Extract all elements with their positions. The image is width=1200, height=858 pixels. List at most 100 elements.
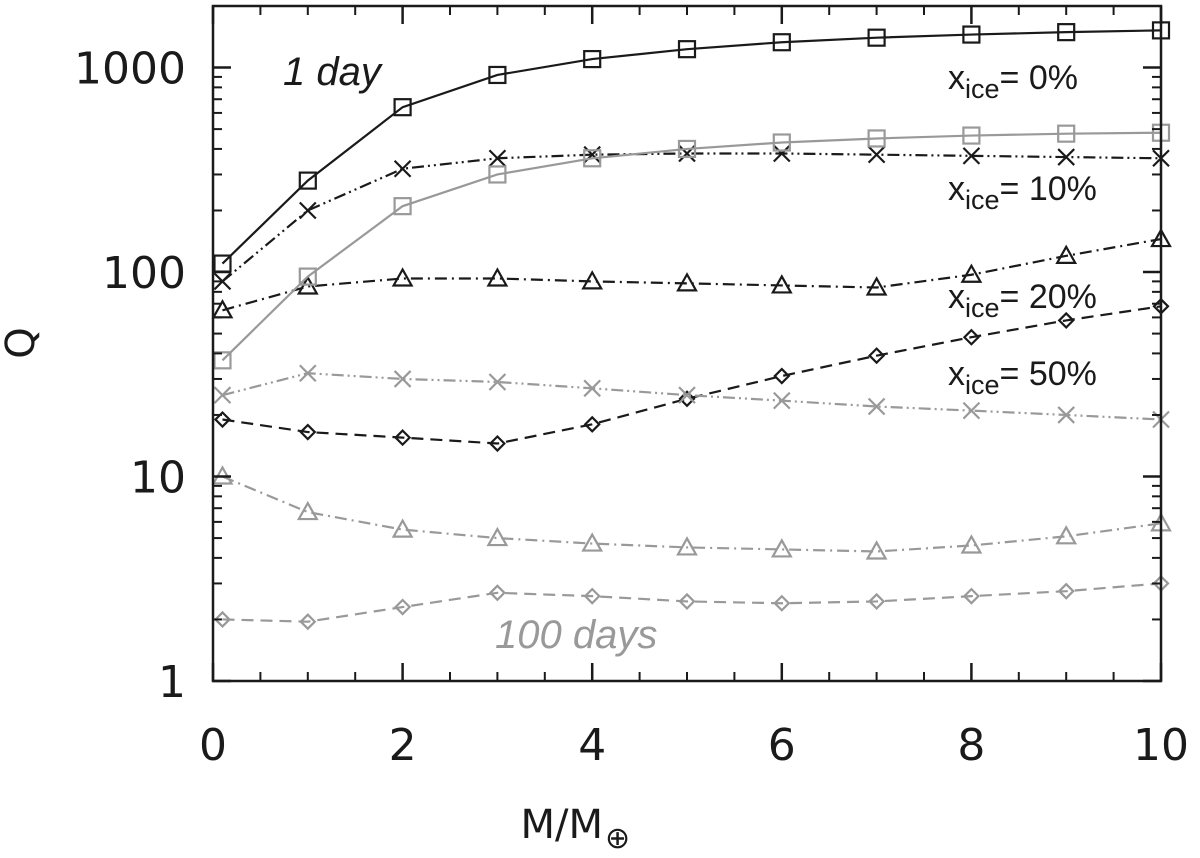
marker-cross-stroke — [962, 147, 981, 165]
series-6 — [211, 465, 1172, 560]
marker-diamond — [678, 592, 696, 610]
marker-cross-stroke — [393, 370, 412, 388]
marker-cross — [299, 201, 317, 220]
marker-cross-stroke — [1057, 406, 1075, 424]
series-line — [222, 372, 1162, 421]
marker-triangle — [676, 536, 698, 556]
marker-square — [962, 25, 981, 44]
marker-diamond — [773, 367, 791, 385]
marker-cross-stroke — [962, 401, 981, 420]
ticks-layer: 0 2 4 6 8 10 1 10 100 1000 — [74, 5, 1189, 771]
marker-square — [488, 65, 507, 85]
y-axis-title: Q — [0, 327, 44, 358]
marker-cross — [213, 386, 232, 404]
marker-diamond — [678, 390, 696, 408]
marker-cross-stroke — [213, 272, 232, 291]
marker-cross — [678, 386, 696, 404]
series-4 — [213, 123, 1171, 370]
y-tick-label: 100 — [102, 248, 186, 299]
marker-cross — [867, 397, 886, 416]
marker-cross — [299, 364, 317, 383]
x-tick-label: 6 — [768, 720, 796, 771]
marker-cross — [583, 379, 601, 398]
marker-diamond — [868, 347, 886, 365]
marker-cross-stroke — [773, 391, 791, 410]
marker-diamond — [299, 613, 317, 631]
marker-diamond — [868, 592, 886, 610]
y-tick-label: 1 — [158, 657, 186, 708]
marker-cross — [773, 144, 791, 163]
series-line — [222, 475, 1162, 553]
series-line — [221, 29, 1162, 265]
x-tick-label: 4 — [578, 720, 606, 771]
marker-cross-stroke — [299, 201, 317, 220]
marker-diamond — [394, 429, 412, 447]
marker-triangle — [581, 270, 604, 290]
labels-layer: M/M ⊕ Q 1 day 100 days xice= 0% xice= 10… — [0, 50, 1097, 856]
marker-triangle — [770, 274, 793, 294]
marker-diamond — [1057, 582, 1075, 600]
marker-square — [583, 149, 602, 168]
marker-cross-stroke — [773, 144, 791, 163]
marker-triangle — [676, 272, 698, 292]
marker-cross-stroke — [488, 149, 507, 168]
marker-diamond — [488, 434, 506, 453]
marker-cross-stroke — [299, 364, 317, 383]
marker-square — [677, 139, 697, 159]
marker-diamond — [583, 415, 601, 433]
marker-cross-stroke — [1057, 148, 1075, 166]
x-tick-label: 8 — [957, 720, 985, 771]
marker-cross — [773, 391, 791, 410]
marker-cross — [1057, 406, 1075, 424]
marker-diamond — [962, 328, 980, 346]
y-tick-label: 10 — [130, 453, 186, 504]
x-tick-label: 0 — [199, 720, 227, 771]
marker-square — [677, 40, 697, 59]
annotation-100-days: 100 days — [495, 613, 657, 657]
marker-cross — [867, 145, 886, 164]
annotation-xice-50: xice= 50% — [948, 355, 1097, 400]
marker-cross — [213, 272, 232, 291]
marker-square — [1057, 124, 1076, 143]
marker-cross — [393, 159, 412, 178]
series-7 — [213, 574, 1170, 631]
marker-square — [393, 98, 412, 117]
marker-triangle — [486, 526, 509, 547]
marker-diamond — [213, 610, 232, 629]
marker-cross — [962, 401, 981, 420]
y-tick-label: 1000 — [74, 44, 186, 95]
annotation-xice-20: xice= 20% — [948, 278, 1097, 323]
marker-triangle — [391, 518, 414, 538]
plot-frame — [211, 4, 1163, 683]
marker-cross — [488, 373, 507, 391]
marker-cross-stroke — [583, 379, 601, 398]
marker-diamond — [488, 584, 506, 602]
marker-cross — [488, 149, 507, 168]
marker-diamond — [962, 587, 980, 605]
marker-triangle — [1055, 525, 1078, 545]
marker-square — [488, 165, 507, 184]
series-1 — [213, 144, 1170, 291]
annotation-1-day: 1 day — [283, 50, 384, 94]
marker-cross-stroke — [867, 397, 886, 416]
marker-diamond — [213, 410, 232, 429]
marker-square — [583, 49, 602, 69]
marker-cross-stroke — [213, 386, 232, 404]
marker-cross-stroke — [678, 386, 696, 404]
marker-triangle — [486, 267, 509, 287]
marker-square — [298, 267, 317, 286]
series-line — [222, 237, 1162, 312]
marker-square — [867, 28, 886, 47]
marker-square — [1057, 23, 1076, 42]
x-axis-title: M/M — [521, 802, 604, 848]
marker-triangle — [1055, 244, 1078, 264]
marker-square — [772, 133, 791, 152]
marker-triangle — [960, 534, 983, 554]
marker-square — [298, 171, 317, 190]
marker-triangle — [581, 532, 604, 552]
marker-cross — [393, 370, 412, 388]
annotation-xice-0: xice= 0% — [948, 59, 1078, 104]
marker-square — [772, 33, 791, 52]
marker-diamond — [583, 587, 601, 605]
